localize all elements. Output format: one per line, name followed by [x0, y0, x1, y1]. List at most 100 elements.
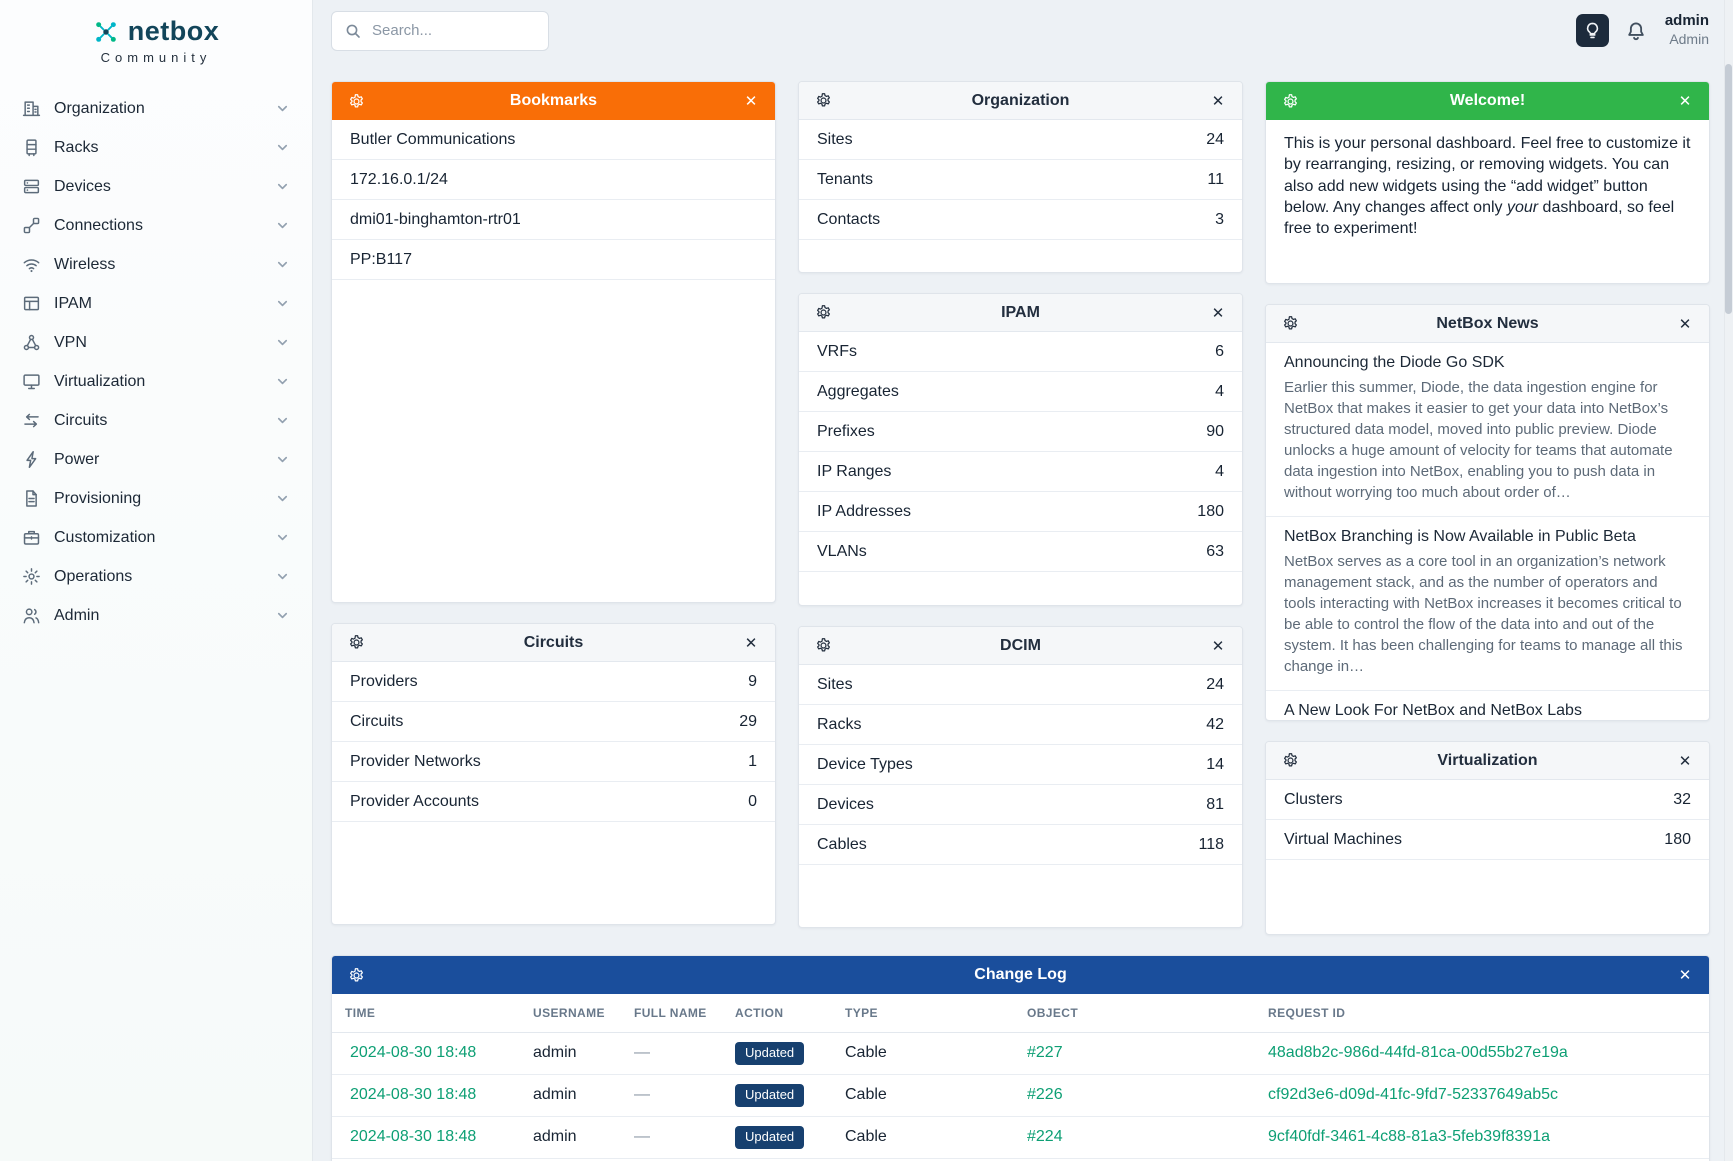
sidebar-item-organization[interactable]: Organization: [0, 89, 312, 128]
stat-row[interactable]: Contacts 3: [799, 200, 1242, 240]
column-header: REQUEST ID: [1255, 994, 1709, 1033]
column-header: OBJECT: [1014, 994, 1255, 1033]
gear-icon: [1283, 93, 1297, 107]
change-log-table: TIME USERNAME FULL NAME ACTION TYPE OBJECT REQ…: [332, 994, 1709, 1161]
stat-value: 32: [1673, 790, 1691, 808]
changelog-object-link[interactable]: #227: [1027, 1044, 1063, 1062]
widget-close-button[interactable]: ✕: [1205, 300, 1231, 326]
news-title-link[interactable]: A New Look For NetBox and NetBox Labs: [1284, 702, 1582, 719]
stat-row[interactable]: Device Types 14: [799, 745, 1242, 785]
changelog-time-link[interactable]: 2024-08-30 18:48: [350, 1128, 477, 1146]
sidebar-item-virtualization[interactable]: Virtualization: [0, 362, 312, 401]
sidebar-item-connections[interactable]: Connections: [0, 206, 312, 245]
stat-row[interactable]: Sites 24: [799, 120, 1242, 160]
stat-value: 42: [1206, 715, 1224, 733]
stat-row[interactable]: IP Addresses 180: [799, 492, 1242, 532]
stat-row[interactable]: VLANs 63: [799, 532, 1242, 572]
stat-row[interactable]: Prefixes 90: [799, 412, 1242, 452]
stat-row[interactable]: IP Ranges 4: [799, 452, 1242, 492]
bookmark-item[interactable]: dmi01-binghamton-rtr01: [332, 200, 775, 240]
widget-config-button[interactable]: [343, 962, 369, 988]
widget-config-button[interactable]: [1277, 311, 1303, 337]
changelog-time-link[interactable]: 2024-08-30 18:48: [350, 1044, 477, 1062]
stat-value: 1: [748, 752, 757, 770]
news-title-link[interactable]: Announcing the Diode Go SDK: [1284, 354, 1505, 371]
scrollbar-track[interactable]: [1724, 0, 1733, 1161]
sidebar-item-circuits[interactable]: Circuits: [0, 401, 312, 440]
changelog-object-link[interactable]: #224: [1027, 1128, 1063, 1146]
changelog-object-link[interactable]: #226: [1027, 1086, 1063, 1104]
widget-netbox-news: NetBox News ✕ Announcing the Diode Go SD…: [1265, 304, 1710, 721]
changelog-username: admin: [520, 1116, 621, 1159]
column-header: TYPE: [832, 994, 1014, 1033]
bookmark-item[interactable]: PP:B117: [332, 240, 775, 280]
sidebar-item-devices[interactable]: Devices: [0, 167, 312, 206]
changelog-username: admin: [520, 1032, 621, 1075]
stat-value: 0: [748, 792, 757, 810]
bookmark-item[interactable]: Butler Communications: [332, 120, 775, 160]
sidebar-item-admin[interactable]: Admin: [0, 596, 312, 635]
changelog-time-link[interactable]: 2024-08-30 18:48: [350, 1086, 477, 1104]
sidebar-item-customization[interactable]: Customization: [0, 518, 312, 557]
sidebar-item-racks[interactable]: Racks: [0, 128, 312, 167]
stat-row[interactable]: Cables 118: [799, 825, 1242, 865]
stat-row[interactable]: VRFs 6: [799, 332, 1242, 372]
widget-config-button[interactable]: [343, 88, 369, 114]
news-title-link[interactable]: NetBox Branching is Now Available in Pub…: [1284, 528, 1636, 545]
theme-toggle-button[interactable]: [1575, 14, 1609, 47]
widget-close-button[interactable]: ✕: [1672, 962, 1698, 988]
stat-row[interactable]: Provider Accounts 0: [332, 782, 775, 822]
widget-close-button[interactable]: ✕: [738, 88, 764, 114]
sidebar-item-vpn[interactable]: VPN: [0, 323, 312, 362]
widget-config-button[interactable]: [343, 630, 369, 656]
close-icon: ✕: [744, 634, 758, 652]
stat-row[interactable]: Racks 42: [799, 705, 1242, 745]
widget-welcome: Welcome! ✕ This is your personal dashboa…: [1265, 81, 1710, 284]
action-badge: Updated: [735, 1125, 805, 1149]
news-body: Earlier this summer, Diode, the data ing…: [1284, 379, 1673, 501]
widget-config-button[interactable]: [810, 300, 836, 326]
widget-config-button[interactable]: [1277, 88, 1303, 114]
stat-row[interactable]: Providers 9: [332, 662, 775, 702]
stat-row[interactable]: Circuits 29: [332, 702, 775, 742]
widget-close-button[interactable]: ✕: [738, 630, 764, 656]
stat-row[interactable]: Tenants 11: [799, 160, 1242, 200]
widget-config-button[interactable]: [810, 633, 836, 659]
sidebar-item-provisioning[interactable]: Provisioning: [0, 479, 312, 518]
stat-value: 180: [1197, 502, 1224, 520]
widget-dcim-header: DCIM ✕: [799, 627, 1242, 665]
chevron-down-icon: [275, 452, 290, 467]
widget-close-button[interactable]: ✕: [1672, 748, 1698, 774]
stat-row[interactable]: Sites 24: [799, 665, 1242, 705]
widget-config-button[interactable]: [810, 88, 836, 114]
brand-home-link[interactable]: netbox: [0, 16, 312, 47]
stat-row[interactable]: Clusters 32: [1266, 780, 1709, 820]
stat-row[interactable]: Provider Networks 1: [332, 742, 775, 782]
chevron-down-icon: [275, 218, 290, 233]
widget-close-button[interactable]: ✕: [1205, 633, 1231, 659]
sidebar-item-operations[interactable]: Operations: [0, 557, 312, 596]
stat-value: 24: [1206, 675, 1224, 693]
notifications-button[interactable]: [1625, 20, 1647, 42]
stat-value: 3: [1215, 210, 1224, 228]
stat-label: Prefixes: [817, 422, 875, 440]
sidebar-item-wireless[interactable]: Wireless: [0, 245, 312, 284]
widget-close-button[interactable]: ✕: [1672, 311, 1698, 337]
widget-close-button[interactable]: ✕: [1672, 88, 1698, 114]
column-header: ACTION: [722, 994, 832, 1033]
widget-close-button[interactable]: ✕: [1205, 88, 1231, 114]
bookmark-item[interactable]: 172.16.0.1/24: [332, 160, 775, 200]
widget-config-button[interactable]: [1277, 748, 1303, 774]
scrollbar-thumb[interactable]: [1725, 64, 1732, 314]
changelog-request-id-link[interactable]: cf92d3e6-d09d-41fc-9fd7-52337649ab5c: [1268, 1086, 1559, 1104]
changelog-request-id-link[interactable]: 48ad8b2c-986d-44fd-81ca-00d55b27e19a: [1268, 1044, 1568, 1062]
sidebar-item-power[interactable]: Power: [0, 440, 312, 479]
search-input[interactable]: [331, 10, 549, 51]
stat-row[interactable]: Aggregates 4: [799, 372, 1242, 412]
stat-row[interactable]: Virtual Machines 180: [1266, 820, 1709, 860]
stat-row[interactable]: Devices 81: [799, 785, 1242, 825]
changelog-request-id-link[interactable]: 9cf40fdf-3461-4c88-81a3-5feb39f8391a: [1268, 1128, 1550, 1146]
sidebar-item-ipam[interactable]: IPAM: [0, 284, 312, 323]
user-menu[interactable]: admin Admin: [1665, 12, 1709, 48]
close-icon: ✕: [744, 93, 758, 110]
